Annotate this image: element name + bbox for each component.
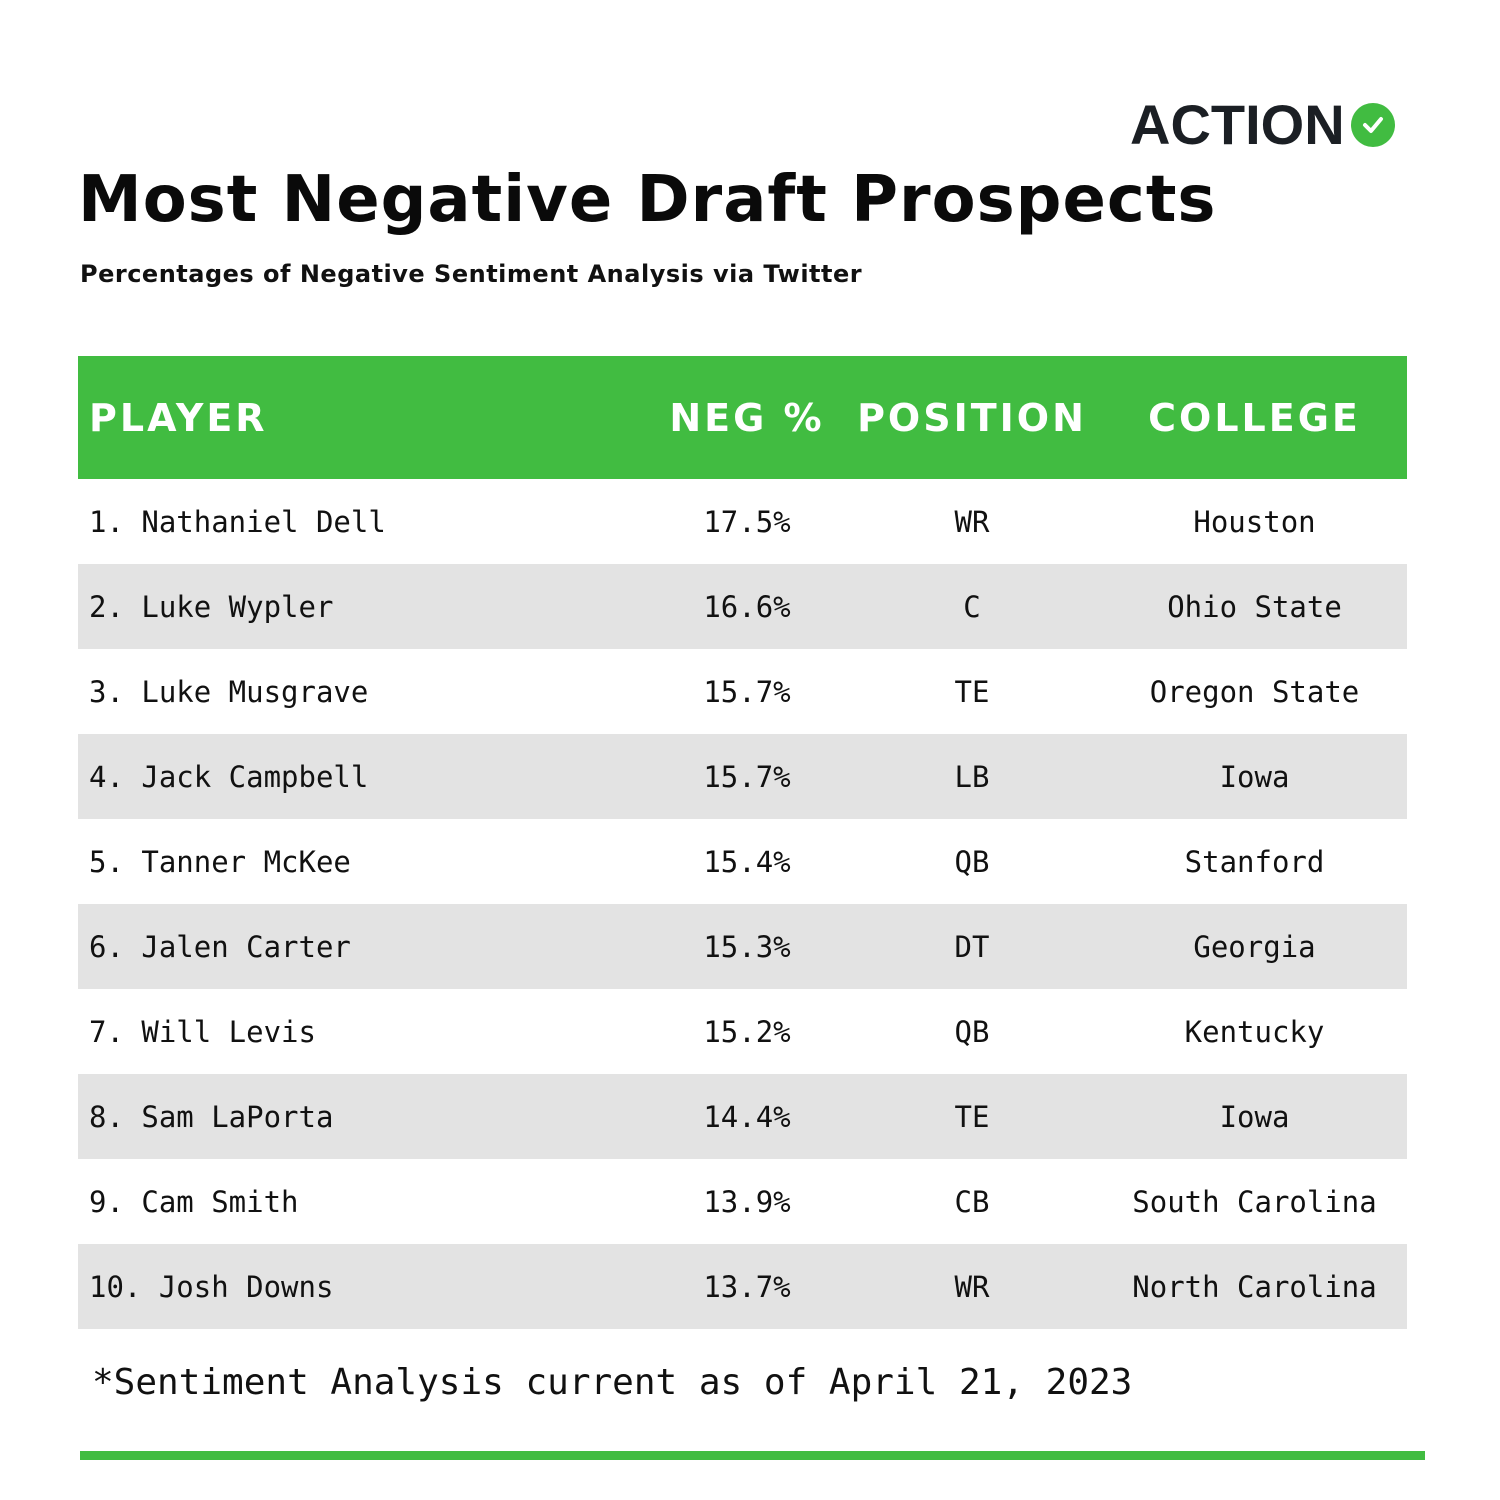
college-cell: North Carolina [1132,1269,1377,1304]
neg-pct-cell: 15.7% [703,674,791,709]
player-cell: 6. Jalen Carter [89,929,351,964]
neg-pct-cell: 16.6% [703,589,791,624]
college-cell: Houston [1193,504,1316,539]
footnote: *Sentiment Analysis current as of April … [92,1362,1133,1403]
bottom-divider [80,1451,1425,1460]
neg-pct-cell: 15.3% [703,929,791,964]
table-row: 1. Nathaniel Dell 17.5% WR Houston [78,479,1407,564]
college-cell: Oregon State [1149,674,1360,709]
college-cell: Ohio State [1167,589,1342,624]
college-cell: Kentucky [1184,1014,1325,1049]
position-cell: QB [954,844,990,879]
player-cell: 8. Sam LaPorta [89,1099,334,1134]
neg-pct-cell: 15.4% [703,844,791,879]
player-cell: 2. Luke Wypler [89,589,334,624]
check-circle-icon [1350,103,1395,147]
table-row: 8. Sam LaPorta 14.4% TE Iowa [78,1074,1407,1159]
position-cell: DT [954,929,990,964]
action-logo: ACTION [1130,96,1395,154]
table-row: 3. Luke Musgrave 15.7% TE Oregon State [78,649,1407,734]
table-row: 7. Will Levis 15.2% QB Kentucky [78,989,1407,1074]
college-cell: Stanford [1184,844,1325,879]
college-cell: Iowa [1219,759,1290,794]
table-row: 2. Luke Wypler 16.6% C Ohio State [78,564,1407,649]
college-cell: Georgia [1193,929,1316,964]
column-header-position: POSITION [857,395,1087,440]
player-cell: 1. Nathaniel Dell [89,504,386,539]
table-row: 4. Jack Campbell 15.7% LB Iowa [78,734,1407,819]
table-row: 6. Jalen Carter 15.3% DT Georgia [78,904,1407,989]
position-cell: QB [954,1014,990,1049]
position-cell: TE [954,674,990,709]
position-cell: TE [954,1099,990,1134]
neg-pct-cell: 13.9% [703,1184,791,1219]
player-cell: 3. Luke Musgrave [89,674,369,709]
neg-pct-cell: 15.2% [703,1014,791,1049]
position-cell: WR [954,1269,990,1304]
player-cell: 7. Will Levis [89,1014,316,1049]
position-cell: WR [954,504,990,539]
position-cell: CB [954,1184,990,1219]
college-cell: Iowa [1219,1099,1290,1134]
college-cell: South Carolina [1132,1184,1377,1219]
column-header-neg-pct: NEG % [669,395,825,440]
page-title: Most Negative Draft Prospects [78,163,1217,237]
table-header: PLAYER NEG % POSITION COLLEGE [78,356,1407,479]
position-cell: C [963,589,981,624]
column-header-player: PLAYER [89,395,268,440]
column-header-college: COLLEGE [1148,395,1361,440]
table-row: 9. Cam Smith 13.9% CB South Carolina [78,1159,1407,1244]
player-cell: 4. Jack Campbell [89,759,369,794]
neg-pct-cell: 13.7% [703,1269,791,1304]
neg-pct-cell: 14.4% [703,1099,791,1134]
player-cell: 10. Josh Downs [89,1269,334,1304]
checkmark-icon [1362,117,1383,133]
logo-text: ACTION [1130,93,1345,156]
page-subtitle: Percentages of Negative Sentiment Analys… [80,260,863,288]
neg-pct-cell: 15.7% [703,759,791,794]
prospects-table: PLAYER NEG % POSITION COLLEGE 1. Nathani… [78,356,1407,1329]
neg-pct-cell: 17.5% [703,504,791,539]
player-cell: 5. Tanner McKee [89,844,351,879]
table-row: 10. Josh Downs 13.7% WR North Carolina [78,1244,1407,1329]
position-cell: LB [954,759,990,794]
player-cell: 9. Cam Smith [89,1184,299,1219]
table-row: 5. Tanner McKee 15.4% QB Stanford [78,819,1407,904]
